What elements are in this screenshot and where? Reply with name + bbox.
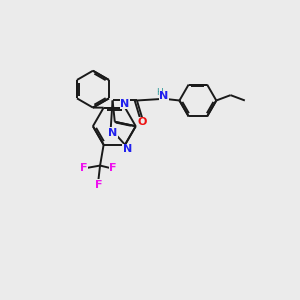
Text: F: F <box>80 163 88 173</box>
Text: O: O <box>138 117 147 127</box>
Text: F: F <box>94 180 102 190</box>
Text: N: N <box>159 91 168 101</box>
Text: H: H <box>156 88 163 97</box>
Text: N: N <box>120 99 130 109</box>
Text: N: N <box>109 128 118 138</box>
Text: N: N <box>123 144 132 154</box>
Text: F: F <box>109 163 117 173</box>
